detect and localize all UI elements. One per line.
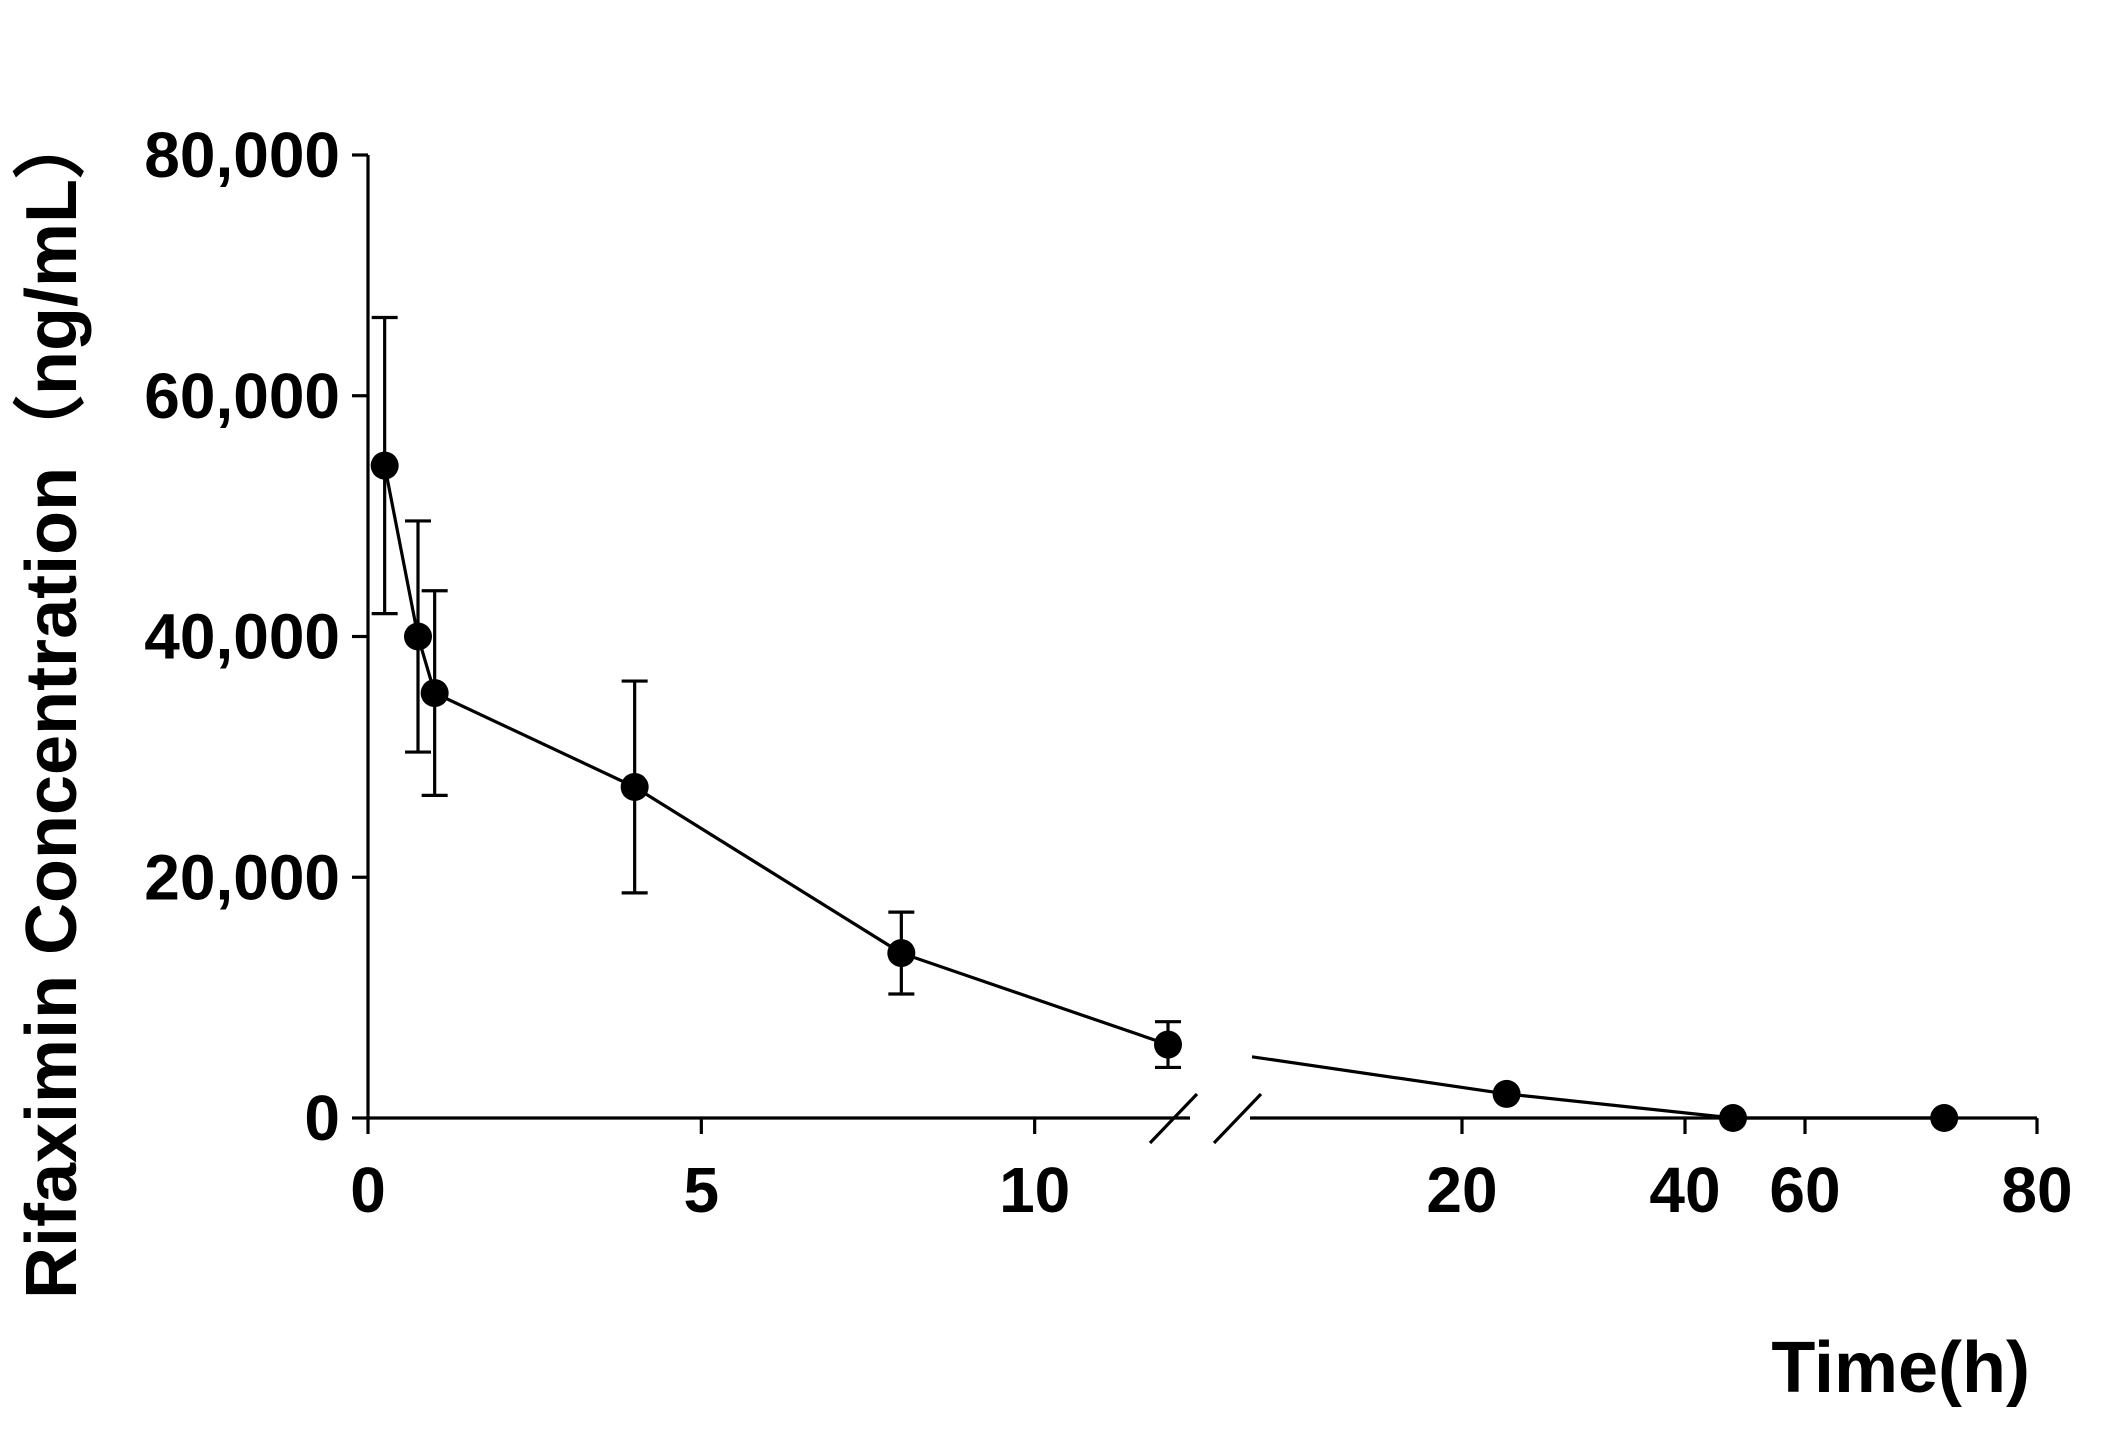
y-tick-label: 40,000: [144, 601, 340, 673]
error-bars: [371, 315, 1181, 1070]
data-point: [1492, 1079, 1521, 1108]
x-tick-label: 0: [350, 1154, 386, 1226]
series: [370, 451, 1959, 1132]
series-line: [383, 465, 1169, 1047]
y-tick-label: 20,000: [144, 841, 340, 913]
x-tick-label: 40: [1649, 1154, 1720, 1226]
data-point: [370, 451, 399, 480]
data-point: [1719, 1104, 1747, 1132]
tick-labels: 0 20,000 40,000 60,000 80,000 0 5 10 20 40 60 80: [144, 119, 2072, 1226]
data-point: [887, 939, 916, 968]
y-tick-label: 60,000: [144, 360, 340, 432]
series-line: [1251, 1055, 1945, 1120]
x-tick-label: 5: [684, 1154, 720, 1226]
axis-break-mark: [1148, 1092, 1199, 1145]
y-axis-title: Rifaximin Concentration（ng/mL）: [12, 107, 92, 1299]
data-point: [404, 622, 432, 651]
y-tick-label: 0: [304, 1082, 340, 1154]
data-point: [420, 679, 449, 708]
x-tick-label: 80: [2001, 1154, 2072, 1226]
x-tick-label: 20: [1426, 1154, 1497, 1226]
y-tick-label: 80,000: [144, 119, 340, 191]
axis-break-mark: [1212, 1092, 1263, 1145]
data-point: [620, 772, 649, 801]
x-tick-label: 10: [999, 1154, 1070, 1226]
axes: [352, 153, 2039, 1145]
x-tick-label: 60: [1769, 1154, 1840, 1226]
data-point: [1930, 1104, 1959, 1132]
x-axis-title: Time(h): [1771, 1328, 2030, 1408]
data-point: [1154, 1030, 1182, 1059]
